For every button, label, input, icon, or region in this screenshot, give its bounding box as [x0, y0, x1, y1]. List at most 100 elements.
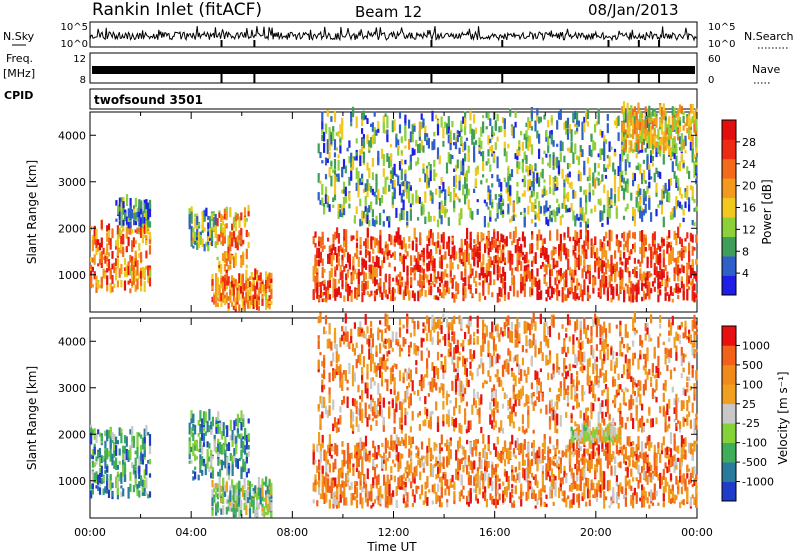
echo-cell	[530, 126, 533, 131]
echo-cell	[626, 288, 629, 294]
echo-cell	[190, 418, 193, 424]
echo-cell	[95, 476, 98, 484]
echo-cell	[695, 140, 698, 151]
echo-cell	[682, 111, 685, 116]
echo-cell	[509, 492, 512, 504]
echo-cell	[597, 178, 600, 186]
echo-cell	[424, 125, 427, 137]
echo-cell	[123, 475, 127, 482]
echo-cell	[536, 286, 539, 298]
echo-cell	[668, 230, 671, 239]
echo-cell	[143, 234, 146, 239]
echo-cell	[512, 201, 515, 212]
echo-cell	[143, 222, 146, 229]
echo-cell	[549, 276, 552, 289]
echo-cell	[686, 273, 689, 285]
echo-cell	[689, 281, 692, 286]
echo-cell	[379, 212, 382, 221]
echo-cell	[127, 266, 130, 276]
echo-cell	[391, 120, 394, 133]
echo-cell	[610, 284, 613, 296]
echo-cell	[586, 291, 590, 299]
echo-cell	[384, 455, 387, 463]
echo-cell	[140, 209, 143, 214]
echo-cell	[590, 133, 593, 139]
echo-cell	[579, 171, 582, 182]
echo-cell	[102, 247, 105, 255]
echo-cell	[102, 488, 105, 496]
echo-cell	[689, 103, 692, 114]
echo-cell	[138, 217, 141, 227]
echo-cell	[227, 253, 230, 262]
echo-cell	[373, 292, 377, 297]
echo-cell	[438, 247, 442, 255]
echo-cell	[341, 472, 344, 479]
echo-cell	[514, 226, 517, 238]
echo-cell	[330, 446, 333, 452]
echo-cell	[503, 148, 506, 157]
echo-cell	[148, 276, 152, 287]
echo-cell	[433, 215, 436, 222]
echo-cell	[651, 156, 654, 162]
echo-cell	[216, 505, 219, 513]
echo-cell	[372, 270, 375, 279]
echo-cell	[109, 474, 112, 479]
echo-cell	[256, 492, 259, 500]
echo-cell	[633, 213, 636, 218]
echo-cell	[190, 410, 193, 422]
echo-cell	[371, 122, 374, 132]
echo-cell	[410, 450, 413, 456]
echo-cell	[540, 290, 543, 300]
echo-cell	[639, 274, 642, 281]
echo-cell	[270, 512, 273, 518]
echo-cell	[221, 253, 225, 261]
echo-cell	[231, 501, 234, 508]
echo-cell	[413, 273, 416, 281]
echo-cell	[429, 190, 432, 196]
echo-cell	[615, 234, 618, 239]
echo-cell	[366, 291, 369, 296]
echo-cell	[245, 217, 248, 222]
echo-cell	[346, 283, 350, 294]
echo-cell	[211, 510, 214, 517]
echo-cell	[431, 238, 434, 245]
echo-cell	[662, 154, 665, 165]
echo-cell	[688, 286, 691, 291]
echo-cell	[509, 108, 512, 117]
echo-cell	[464, 459, 467, 468]
echo-cell	[433, 131, 436, 137]
echo-cell	[408, 464, 411, 474]
echo-cell	[471, 461, 474, 473]
echo-cell	[324, 157, 328, 166]
echo-cell	[576, 112, 579, 119]
echo-cell	[485, 239, 488, 249]
echo-cell	[541, 189, 544, 197]
echo-cell	[337, 500, 340, 509]
echo-cell	[234, 307, 237, 312]
echo-cell	[532, 202, 535, 213]
echo-cell	[529, 163, 532, 172]
echo-cell	[375, 452, 378, 460]
echo-cell	[106, 275, 109, 285]
echo-cell	[231, 495, 234, 501]
echo-cell	[605, 276, 608, 286]
echo-cell	[381, 443, 384, 447]
echo-cell	[355, 167, 358, 180]
echo-cell	[455, 281, 458, 292]
echo-cell	[382, 168, 385, 177]
echo-cell	[334, 477, 337, 487]
echo-cell	[321, 481, 324, 492]
echo-cell	[265, 300, 268, 309]
echo-cell	[684, 150, 687, 154]
echo-cell	[357, 456, 360, 467]
echo-cell	[520, 261, 523, 271]
echo-cell	[131, 271, 134, 282]
echo-cell	[527, 135, 530, 143]
echo-cell	[368, 455, 371, 463]
echo-cell	[145, 491, 148, 496]
echo-cell	[225, 210, 228, 221]
echo-cell	[321, 465, 324, 474]
echo-cell	[613, 120, 617, 126]
echo-cell	[585, 195, 588, 205]
echo-cell	[388, 276, 391, 288]
